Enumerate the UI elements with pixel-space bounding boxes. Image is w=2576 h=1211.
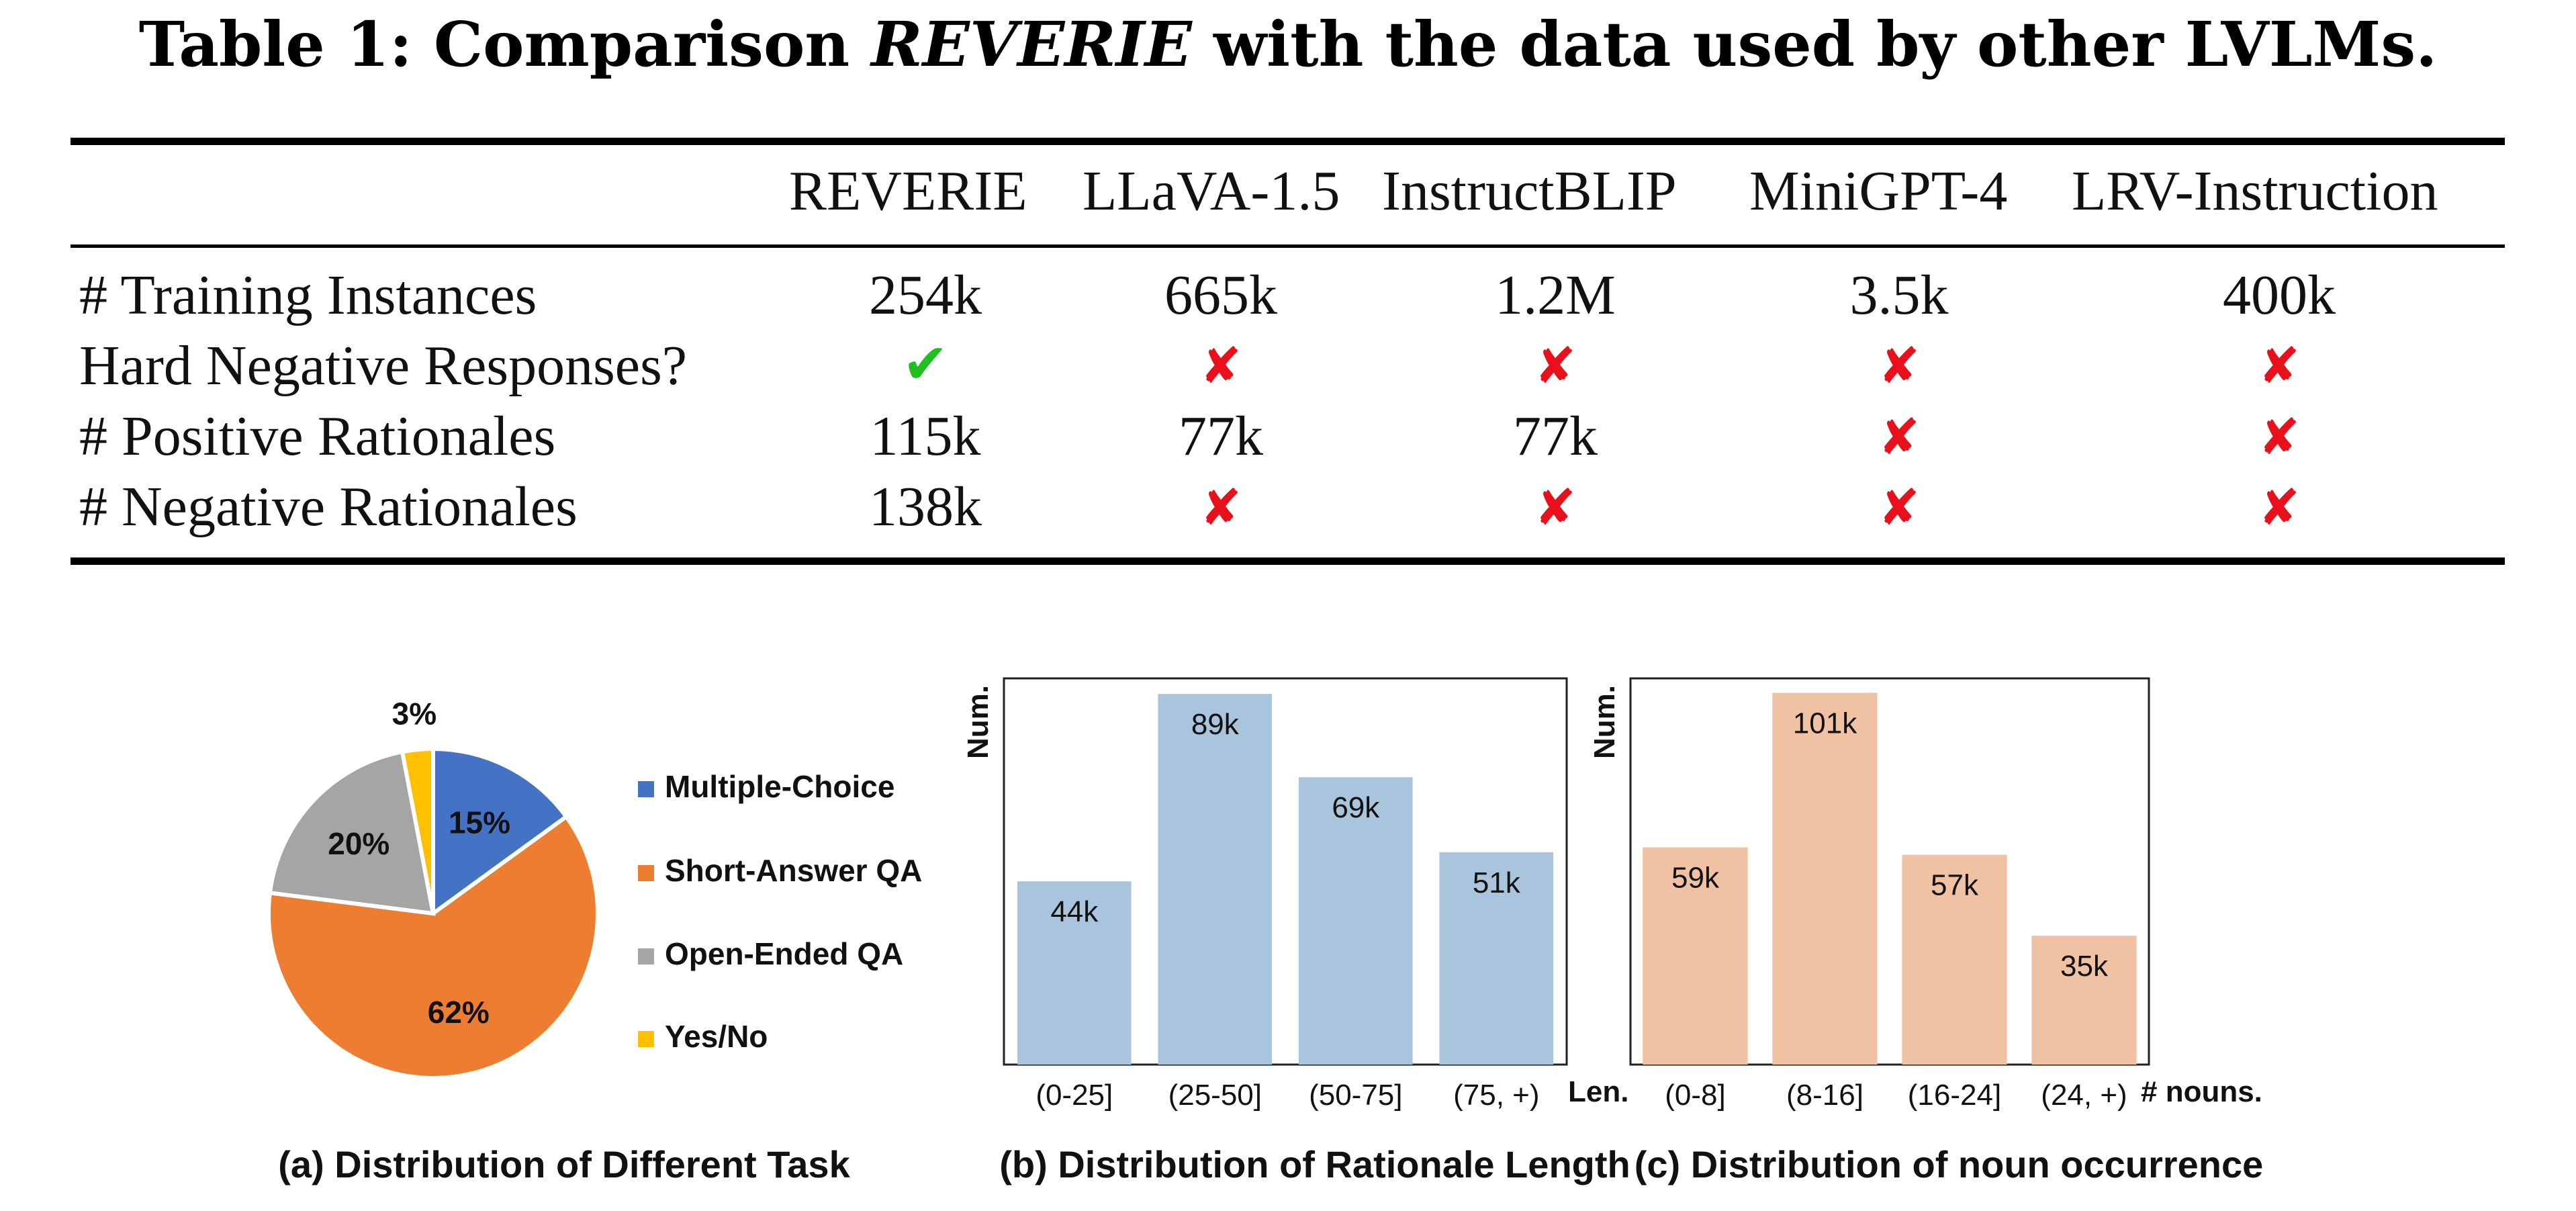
pie-data-label: 3% (392, 696, 436, 731)
y-axis-label: Num. (1588, 685, 1621, 759)
pie-data-label: 62% (428, 995, 490, 1030)
pie-slice-multiple-choice (431, 746, 569, 917)
table-cell: 77k (1179, 405, 1263, 467)
cross-mark-icon: ✘ (1199, 479, 1242, 537)
bar-1 (1643, 847, 1748, 1065)
x-tick-label: (24, +) (2041, 1079, 2127, 1112)
bar-2 (1772, 692, 1878, 1065)
legend-swatch-open-ended (638, 948, 654, 965)
cross-mark-icon: ✘ (1878, 479, 1921, 537)
caption-panel-b: (b) Distribution of Rationale Length (999, 1143, 1630, 1185)
table-bottom-rule (71, 557, 2505, 565)
caption-prefix: Table 1: Comparison (138, 8, 872, 81)
legend-label-short-answer: Short-Answer QA (665, 853, 922, 888)
legend-label-yes-no: Yes/No (665, 1019, 768, 1054)
table-cell: 77k (1513, 405, 1598, 467)
y-axis-label: Num. (962, 685, 995, 759)
legend-label-open-ended: Open-Ended QA (665, 936, 903, 971)
bar-data-label: 35k (2060, 950, 2109, 983)
cross-mark-icon: ✘ (1534, 337, 1577, 395)
table-caption: Table 1: Comparison REVERIE with the dat… (0, 8, 2576, 81)
x-tick-label: (8-16] (1786, 1079, 1864, 1112)
cross-mark-icon: ✘ (2258, 337, 2301, 395)
plot-frame (1003, 677, 1568, 1066)
plot-frame (1629, 677, 2150, 1066)
caption-panel-c: (c) Distribution of noun occurrence (1635, 1143, 2263, 1185)
pie-data-label: 15% (449, 805, 510, 840)
table-top-rule (71, 138, 2505, 145)
bar-data-label: 101k (1793, 707, 1857, 740)
table-header-rule (71, 244, 2505, 248)
bar-data-label: 44k (1050, 895, 1099, 928)
bar-data-label: 59k (1671, 862, 1720, 895)
pie-slice-short-answer (267, 813, 600, 1080)
table-cell: 1.2M (1495, 264, 1616, 326)
cross-mark-icon: ✘ (1199, 337, 1242, 395)
bar-data-label: 89k (1191, 708, 1240, 741)
column-header-reverie: REVERIE (789, 160, 1027, 222)
bar-chart-rationale-length: 44k (0-25] 89k (25-50] 69k (50-75] 51k (75, +) N… (962, 677, 1628, 1112)
column-header-lrv: LRV-Instruction (2072, 160, 2438, 222)
bar-data-label: 57k (1931, 869, 1979, 902)
pie-data-label: 20% (328, 826, 389, 861)
row-label-positive-rationales: # Positive Rationales (79, 405, 556, 467)
cross-mark-icon: ✘ (2258, 408, 2301, 466)
pie-slice-yes-no (400, 746, 435, 914)
column-header-minigpt4: MiniGPT-4 (1749, 160, 2008, 222)
cross-mark-icon: ✘ (2258, 479, 2301, 537)
bar-chart-noun-occurrence: 59k (0-8] 101k (8-16] 57k (16-24] 35k (24, +) Nu… (1588, 677, 2262, 1112)
table-cell: 3.5k (1849, 264, 1949, 326)
pie-slice-open-ended (267, 749, 436, 916)
row-label-negative-rationales: # Negative Rationales (79, 476, 578, 538)
bar-1 (1017, 881, 1132, 1065)
bar-4 (1439, 852, 1554, 1065)
bar-data-label: 69k (1332, 791, 1380, 824)
column-header-llava: LLaVA-1.5 (1083, 160, 1340, 222)
table-cell: 400k (2223, 264, 2336, 326)
bar-4 (2031, 936, 2137, 1065)
bar-data-label: 51k (1473, 866, 1521, 899)
legend-swatch-multiple-choice (638, 781, 654, 797)
table-cell: 254k (869, 264, 982, 326)
column-header-instructblip: InstructBLIP (1382, 160, 1677, 222)
legend-swatch-short-answer (638, 865, 654, 881)
caption-dataset-name: REVERIE (871, 8, 1192, 81)
bar-3 (1298, 777, 1413, 1065)
x-tick-label: (50-75] (1309, 1079, 1402, 1112)
x-tick-label: (0-8] (1665, 1079, 1725, 1112)
x-tick-label: (25-50] (1168, 1079, 1262, 1112)
table-cell: 138k (869, 476, 982, 538)
x-tick-label: (0-25] (1036, 1079, 1113, 1112)
legend-swatch-yes-no (638, 1031, 654, 1047)
table-cell: 665k (1164, 264, 1277, 326)
check-mark-icon: ✔ (902, 332, 949, 396)
caption-suffix: with the data used by other LVLMs. (1191, 8, 2438, 81)
x-axis-label: Len. (1568, 1075, 1628, 1108)
table-cell: 115k (870, 405, 981, 467)
cross-mark-icon: ✘ (1878, 337, 1921, 395)
legend-label-multiple-choice: Multiple-Choice (665, 769, 894, 804)
x-tick-label: (75, +) (1453, 1079, 1539, 1112)
row-label-training-instances: # Training Instances (79, 264, 537, 326)
pie-chart-task-distribution: 15% 62% 20% 3% (267, 696, 600, 1080)
pie-legend: Multiple-Choice Short-Answer QA Open-End… (638, 769, 922, 1054)
bar-3 (1902, 854, 2007, 1065)
x-tick-label: (16-24] (1908, 1079, 2001, 1112)
caption-panel-a: (a) Distribution of Different Task (278, 1143, 850, 1185)
row-label-hard-negative-responses: Hard Negative Responses? (79, 334, 688, 397)
bar-2 (1158, 694, 1273, 1065)
cross-mark-icon: ✘ (1878, 408, 1921, 466)
cross-mark-icon: ✘ (1534, 479, 1577, 537)
x-axis-label: # nouns. (2141, 1075, 2262, 1108)
